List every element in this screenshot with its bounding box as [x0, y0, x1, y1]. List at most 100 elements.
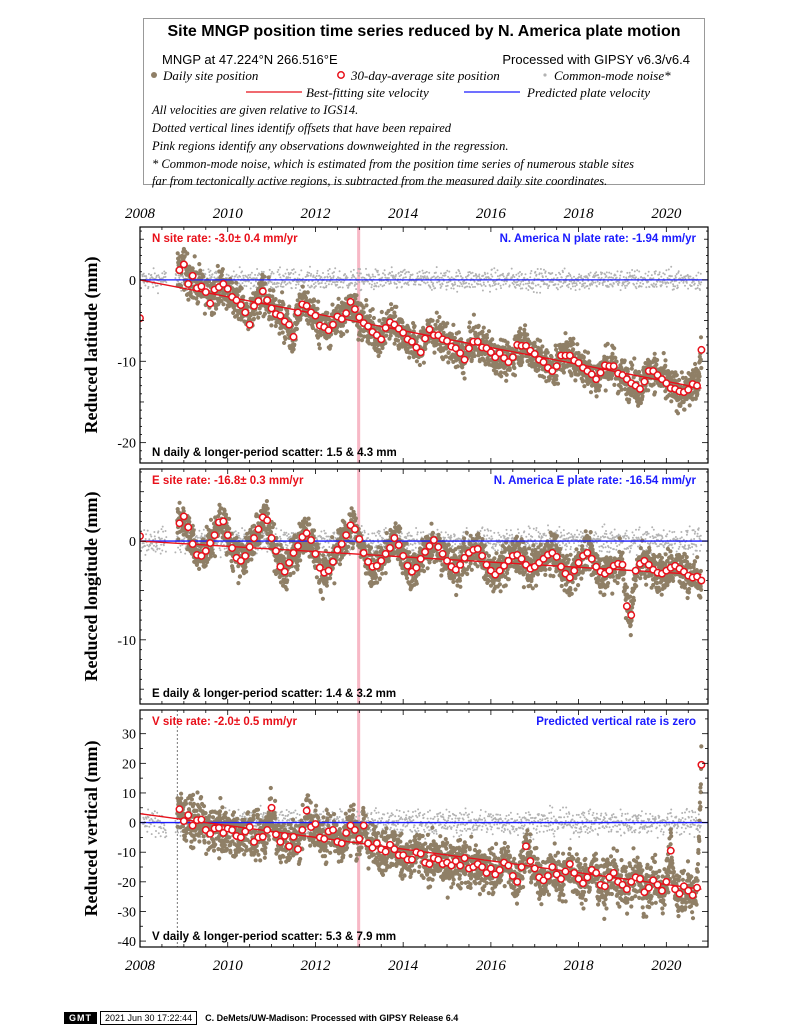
- monthly-average-point: [565, 573, 574, 582]
- monthly-average-point: [548, 863, 557, 871]
- monthly-average-point: [188, 821, 197, 830]
- monthly-average-point: [605, 873, 614, 882]
- x-tick-label-bottom: 2010: [213, 958, 244, 974]
- scatter-label: E daily & longer-period scatter: 1.4 & 3…: [152, 688, 396, 700]
- x-tick-label-bottom: 2018: [564, 958, 595, 974]
- monthly-average-point: [543, 871, 552, 880]
- monthly-average-point: [495, 866, 504, 874]
- monthly-average-point: [570, 868, 579, 877]
- monthly-average-point: [592, 375, 601, 384]
- monthly-average-point: [245, 823, 254, 831]
- monthly-average-point: [386, 840, 394, 849]
- y-tick-label: 0: [129, 817, 136, 832]
- footer-date: 2021 Jun 30 17:22:44: [100, 1011, 198, 1025]
- monthly-average-point: [329, 320, 337, 329]
- monthly-average-point: [460, 854, 469, 863]
- monthly-average-point: [377, 556, 386, 565]
- monthly-average-point: [276, 562, 285, 571]
- monthly-average-point: [552, 870, 561, 879]
- monthly-average-point: [311, 311, 320, 320]
- plate-rate-label: Predicted vertical rate is zero: [536, 716, 696, 728]
- monthly-average-point: [447, 861, 456, 870]
- x-tick-label-bottom: 2016: [476, 958, 507, 974]
- monthly-average-point: [293, 845, 302, 854]
- monthly-average-point: [258, 832, 267, 841]
- monthly-average-point: [526, 857, 535, 866]
- monthly-average-point: [364, 839, 373, 848]
- y-tick-label: -40: [117, 935, 136, 950]
- monthly-average-point: [416, 849, 425, 858]
- monthly-average-point: [636, 384, 644, 393]
- pink-region: [357, 469, 361, 704]
- monthly-average-point: [263, 296, 272, 305]
- monthly-average-point: [486, 864, 495, 873]
- monthly-average-point: [486, 348, 495, 357]
- monthly-average-point: [179, 512, 188, 521]
- legend-box: Site MNGP position time series reduced b…: [143, 18, 705, 188]
- monthly-average-point: [175, 519, 184, 528]
- monthly-average-point: [350, 525, 359, 534]
- y-tick-label: 0: [129, 535, 136, 550]
- monthly-average-point: [236, 833, 245, 842]
- monthly-average-point: [522, 341, 530, 350]
- monthly-average-point: [399, 851, 408, 860]
- monthly-average-point: [390, 845, 399, 854]
- monthly-average-point: [245, 543, 254, 551]
- x-tick-label-bottom: 2014: [388, 958, 419, 974]
- monthly-average-point: [495, 349, 504, 358]
- monthly-average-point: [324, 566, 333, 575]
- x-tick-label-top: 2014: [388, 206, 419, 222]
- monthly-average-point: [399, 328, 408, 337]
- monthly-average-point: [364, 322, 373, 331]
- monthly-average-point: [206, 829, 215, 838]
- x-tick-label-top: 2010: [213, 206, 244, 222]
- note-common-mode-2: far from tectonically active regions, is…: [152, 174, 608, 188]
- monthly-average-point: [592, 868, 601, 877]
- monthly-average-point: [289, 548, 298, 557]
- monthly-average-point: [364, 557, 373, 566]
- pink-region: [357, 227, 361, 463]
- monthly-average-point: [491, 870, 500, 879]
- monthly-average-point: [289, 832, 298, 841]
- monthly-average-point: [403, 561, 412, 570]
- monthly-average-point: [425, 860, 434, 868]
- monthly-average-point: [184, 811, 193, 820]
- monthly-average-point: [579, 879, 587, 888]
- panel-N: 0 -10 -20 Reduced latitude (mm) N site rate:…: [81, 226, 709, 464]
- monthly-average-point: [350, 305, 359, 314]
- monthly-average-point: [355, 313, 364, 322]
- monthly-average-point: [293, 308, 302, 317]
- monthly-average-point: [688, 891, 697, 900]
- monthly-average-point: [394, 541, 403, 549]
- monthly-average-point: [236, 556, 245, 565]
- monthly-average-point: [245, 320, 254, 329]
- monthly-average-point: [342, 531, 351, 540]
- y-axis-label: Reduced longitude (mm): [81, 492, 102, 682]
- monthly-average-point: [241, 308, 250, 317]
- site-rate-label: V site rate: -2.0± 0.5 mm/yr: [152, 716, 298, 728]
- y-tick-label: -10: [117, 634, 136, 649]
- monthly-average-point: [425, 542, 434, 550]
- monthly-average-point: [276, 311, 285, 320]
- x-tick-label-top: 2016: [476, 206, 507, 222]
- y-tick-label: 10: [122, 787, 136, 802]
- monthly-average-point: [478, 863, 487, 871]
- monthly-average-point: [206, 539, 215, 548]
- monthly-average-point: [618, 880, 627, 889]
- monthly-average-point: [377, 335, 386, 344]
- monthly-average-point: [232, 296, 241, 305]
- monthly-average-point: [337, 540, 346, 548]
- monthly-average-point: [355, 535, 364, 544]
- y-tick-label: -10: [117, 846, 136, 861]
- monthly-average-point: [197, 815, 206, 824]
- monthly-average-point: [609, 868, 618, 877]
- x-tick-label-bottom: 2020: [651, 958, 682, 974]
- monthly-average-point: [280, 831, 289, 840]
- monthly-average-point: [675, 889, 684, 898]
- monthly-average-point: [188, 271, 197, 280]
- monthly-average-point: [263, 826, 272, 834]
- monthly-average-point: [618, 560, 627, 569]
- gmt-logo: GMT: [64, 1012, 97, 1024]
- monthly-average-point: [337, 315, 346, 323]
- monthly-average-point: [236, 301, 245, 310]
